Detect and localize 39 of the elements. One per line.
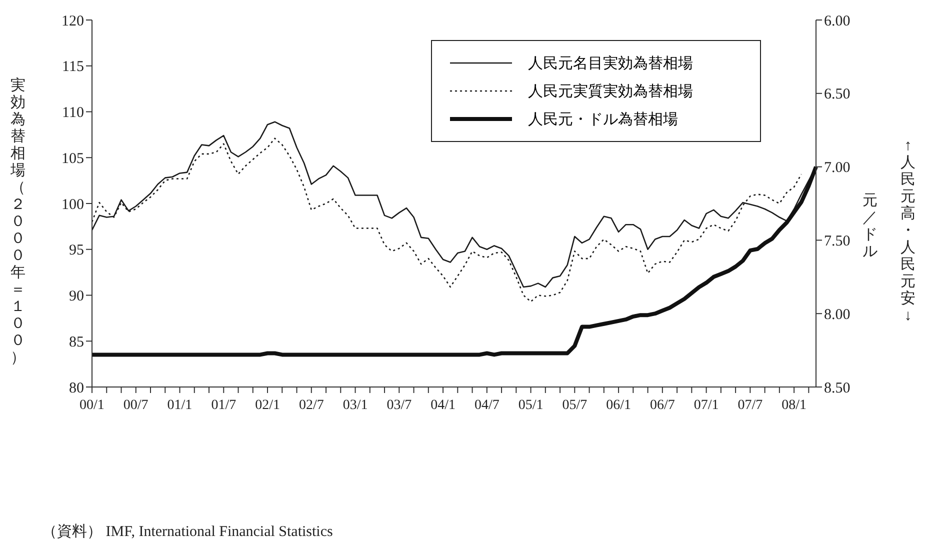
x-tick-label: 02/1 bbox=[255, 398, 280, 413]
y2-tick-label: 7.00 bbox=[824, 160, 850, 176]
y-tick-label: 105 bbox=[62, 150, 84, 167]
y-tick-label: 90 bbox=[69, 288, 84, 305]
y-tick-label: 85 bbox=[69, 334, 84, 350]
x-tick-label: 04/7 bbox=[474, 398, 500, 413]
y2-axis-title: 元／ドル bbox=[862, 193, 878, 261]
y-tick-label: 100 bbox=[62, 196, 84, 213]
text: ↑人民元高・人民元安↓ bbox=[900, 138, 916, 324]
x-tick-label: 06/1 bbox=[606, 398, 631, 413]
y2-tick-label: 7.50 bbox=[824, 234, 850, 250]
x-tick-label: 03/7 bbox=[386, 398, 412, 413]
y2-tick-label: 8.00 bbox=[824, 306, 850, 323]
x-tick-label: 02/7 bbox=[298, 398, 324, 413]
y-tick-label: 80 bbox=[69, 380, 84, 396]
y-tick-label: 110 bbox=[62, 105, 84, 122]
x-tick-label: 00/1 bbox=[80, 398, 104, 413]
x-tick-label: 01/1 bbox=[167, 398, 192, 413]
x-tick-label: 07/1 bbox=[694, 398, 719, 413]
x-tick-label: 03/1 bbox=[342, 398, 368, 413]
x-tick-label: 08/1 bbox=[782, 398, 807, 413]
x-tick-label: 00/7 bbox=[123, 398, 148, 413]
y2-tick-label: 8.50 bbox=[824, 380, 850, 396]
legend-label: 人民元実質実効為替相場 bbox=[528, 82, 693, 100]
x-tick-label: 04/1 bbox=[430, 398, 456, 413]
x-tick-label: 05/1 bbox=[518, 398, 544, 413]
y-tick-label: 115 bbox=[62, 59, 84, 76]
x-tick-label: 01/7 bbox=[211, 398, 236, 413]
y2-tick-label: 6.50 bbox=[824, 86, 850, 103]
text: （資料） IMF, International Financial Statistics bbox=[42, 522, 333, 541]
legend-label: 人民元名目実効為替相場 bbox=[528, 54, 693, 72]
y-tick-label: 120 bbox=[62, 13, 84, 30]
x-tick-label: 07/7 bbox=[738, 398, 763, 413]
x-tick-label: 06/7 bbox=[650, 398, 675, 413]
legend-label: 人民元・ドル為替相場 bbox=[528, 110, 678, 128]
y2-tick-label: 6.00 bbox=[824, 13, 850, 30]
text: 実効為替相場（２０００年＝１００） bbox=[10, 78, 26, 366]
y-tick-label: 95 bbox=[69, 242, 84, 259]
x-tick-label: 05/7 bbox=[562, 398, 588, 413]
